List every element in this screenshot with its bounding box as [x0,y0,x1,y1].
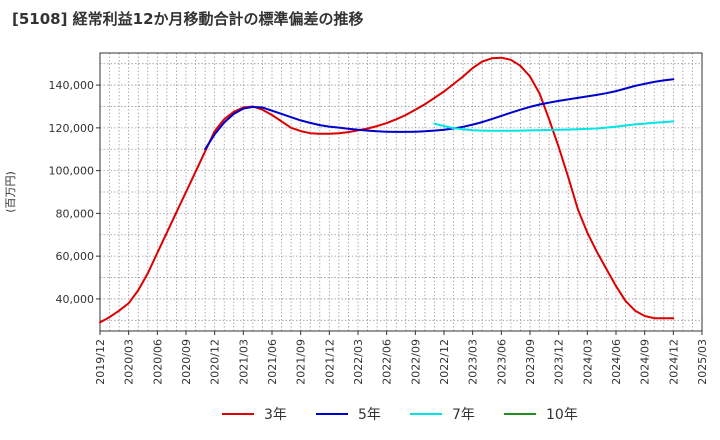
series-line [433,120,675,132]
x-tick-label: 2020/12 [209,339,222,385]
series-line [99,56,675,324]
x-tick-label: 2023/03 [467,339,480,385]
series-line [204,78,675,151]
legend-label: 10年 [546,407,578,423]
x-tick-label: 2020/03 [123,339,136,385]
x-tick-label: 2020/06 [151,339,164,385]
y-axis-ticks: 40,000 60,000 80,000 100,000 120,000 140,000 [49,79,100,306]
y-tick-label: 120,000 [49,122,95,135]
x-tick-label: 2024/12 [667,339,680,385]
x-axis-ticks: 2019/12 2020/03 2020/06 2020/09 2020/12 2021/… [94,331,709,385]
y-tick-label: 100,000 [49,165,95,178]
x-tick-label: 2022/03 [352,339,365,385]
x-tick-label: 2022/12 [438,339,451,385]
grid-lines [100,53,702,331]
x-tick-label: 2024/03 [581,339,594,385]
x-tick-label: 2021/12 [323,339,336,385]
legend-label: 5年 [358,407,381,423]
x-tick-label: 2023/12 [553,339,566,385]
legend-label: 3年 [264,407,287,423]
x-tick-label: 2024/06 [610,339,623,385]
y-tick-label: 40,000 [56,293,95,306]
y-tick-label: 140,000 [49,79,95,92]
x-tick-label: 2025/03 [696,339,709,385]
x-tick-label: 2021/06 [266,339,279,385]
x-tick-label: 2022/06 [381,339,394,385]
x-tick-label: 2019/12 [94,339,107,385]
y-tick-label: 80,000 [56,207,95,220]
chart-title: [5108] 経常利益12か月移動合計の標準偏差の推移 [12,10,364,28]
y-axis-label: (百万円) [4,171,17,213]
x-tick-label: 2021/03 [237,339,250,385]
legend: 3年 5年 7年 10年 [222,407,578,423]
plot-area-frame [99,52,703,332]
x-tick-label: 2023/09 [524,339,537,385]
x-tick-label: 2020/09 [180,339,193,385]
y-tick-label: 60,000 [56,250,95,263]
legend-label: 7年 [452,407,475,423]
data-series [99,56,675,324]
x-tick-label: 2021/09 [295,339,308,385]
x-tick-label: 2023/06 [495,339,508,385]
x-tick-label: 2024/09 [639,339,652,385]
x-tick-label: 2022/09 [409,339,422,385]
